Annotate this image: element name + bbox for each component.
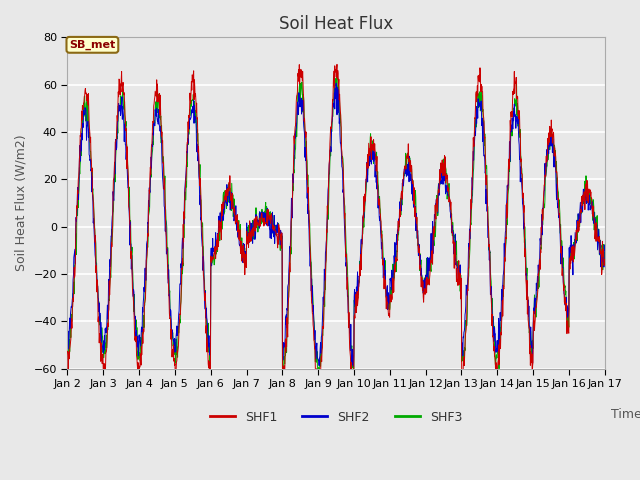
SHF1 xyxy=(490,344,498,349)
SHF1 xyxy=(170,358,178,364)
SHF2 xyxy=(601,248,609,253)
Legend: SHF1, SHF2, SHF3: SHF1, SHF2, SHF3 xyxy=(205,406,467,429)
SHF3 xyxy=(601,250,609,256)
SHF1 xyxy=(420,290,428,296)
SHF1 xyxy=(315,395,323,400)
SHF1 xyxy=(183,142,191,148)
SHF3 xyxy=(183,159,191,165)
SHF2 xyxy=(420,290,428,296)
SHF2 xyxy=(538,221,545,227)
Line: SHF2: SHF2 xyxy=(67,83,605,366)
X-axis label: Time: Time xyxy=(611,408,640,421)
Title: Soil Heat Flux: Soil Heat Flux xyxy=(279,15,393,33)
SHF1 xyxy=(63,348,71,354)
SHF3 xyxy=(490,324,498,329)
Line: SHF1: SHF1 xyxy=(67,64,605,397)
SHF1 xyxy=(333,61,341,67)
SHF2 xyxy=(332,80,340,86)
SHF3 xyxy=(63,352,71,358)
Text: SB_met: SB_met xyxy=(69,40,115,50)
SHF3 xyxy=(538,239,545,244)
SHF2 xyxy=(490,335,498,340)
SHF3 xyxy=(314,376,321,382)
SHF2 xyxy=(63,326,71,332)
SHF1 xyxy=(538,229,545,235)
SHF3 xyxy=(243,224,251,230)
Y-axis label: Soil Heat Flux (W/m2): Soil Heat Flux (W/m2) xyxy=(15,134,28,271)
SHF2 xyxy=(349,363,357,369)
SHF1 xyxy=(243,241,251,247)
Line: SHF3: SHF3 xyxy=(67,77,605,379)
SHF2 xyxy=(170,337,178,343)
SHF3 xyxy=(333,74,341,80)
SHF3 xyxy=(420,287,428,293)
SHF2 xyxy=(183,148,191,154)
SHF2 xyxy=(243,227,251,232)
SHF3 xyxy=(170,339,178,345)
SHF1 xyxy=(601,256,609,262)
